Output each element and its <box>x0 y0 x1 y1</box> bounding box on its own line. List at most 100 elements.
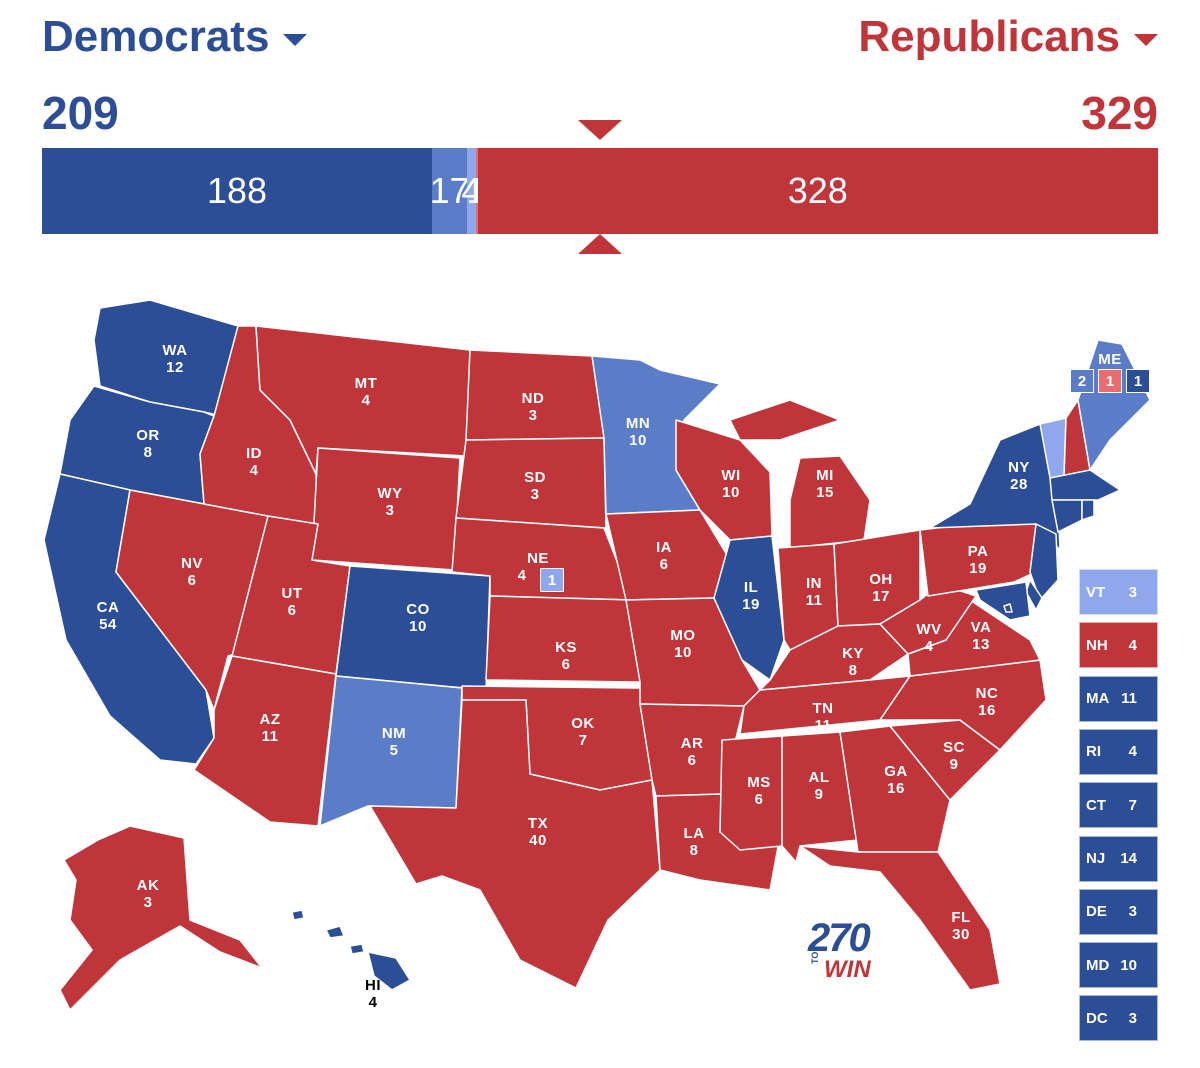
state-MA[interactable] <box>1049 469 1121 501</box>
state-label-ev: 11 <box>806 592 823 609</box>
sidebar-state-ev: 3 <box>1128 903 1137 921</box>
state-RI[interactable] <box>1081 499 1095 521</box>
state-label-ev: 6 <box>562 656 571 673</box>
sidebar-state-abbr: MA <box>1086 690 1110 708</box>
state-label-ev: 11 <box>815 717 832 734</box>
state-label-abbr: WV <box>916 621 941 638</box>
state-label-ev: 16 <box>978 702 996 719</box>
sidebar-state-ct[interactable]: CT 7 <box>1079 782 1158 829</box>
state-label-ev: 4 <box>925 638 934 655</box>
sidebar-state-abbr: NH <box>1086 636 1108 654</box>
state-TX[interactable] <box>369 699 661 989</box>
state-label-ev: 7 <box>579 732 588 749</box>
ev-bar-segment: 328 <box>477 148 1158 234</box>
state-label-ev: 10 <box>409 618 427 635</box>
state-label-ev: 5 <box>390 742 399 759</box>
sidebar-state-abbr: DE <box>1086 903 1107 921</box>
state-AK[interactable] <box>59 825 263 1011</box>
state-label-abbr: NM <box>382 725 406 742</box>
state-label-ev: 6 <box>188 572 197 589</box>
sidebar-state-nj[interactable]: NJ 14 <box>1079 835 1158 882</box>
state-label-ev: 12 <box>166 359 184 376</box>
democrats-dropdown[interactable]: Democrats <box>42 12 308 62</box>
state-label-abbr: SD <box>524 469 546 486</box>
state-label-ev: 54 <box>99 616 117 633</box>
sidebar-state-nh[interactable]: NH 4 <box>1079 622 1158 669</box>
state-label-ev: 10 <box>722 484 740 501</box>
state-label-ev: 28 <box>1010 476 1028 493</box>
state-label-abbr: NY <box>1008 459 1030 476</box>
state-MD[interactable] <box>975 581 1031 621</box>
state-label-ev: 3 <box>386 502 395 519</box>
sidebar-state-ev: 10 <box>1120 956 1137 974</box>
state-NJ[interactable] <box>1029 523 1059 601</box>
state-label-ev: 6 <box>688 752 697 769</box>
state-label-ev: 4 <box>362 392 371 409</box>
state-label-abbr: HI <box>365 977 381 994</box>
state-label-abbr: KS <box>555 639 577 656</box>
state-label-ev: 10 <box>629 432 647 449</box>
state-label-abbr: KY <box>842 645 864 662</box>
state-GA[interactable] <box>839 725 951 853</box>
state-label-abbr: AK <box>137 877 160 894</box>
state-label-abbr: CA <box>97 599 120 616</box>
republicans-dropdown[interactable]: Republicans <box>858 12 1158 62</box>
state-label-abbr: ND <box>522 390 545 407</box>
state-label-abbr: AZ <box>260 711 281 728</box>
sidebar-state-de[interactable]: DE 3 <box>1079 888 1158 935</box>
sidebar-state-ev: 11 <box>1121 690 1137 708</box>
state-label-ev: 3 <box>144 894 153 911</box>
state-label-abbr: NE <box>527 550 549 567</box>
state-CT[interactable] <box>1051 499 1083 533</box>
state-label-ev: 15 <box>816 484 834 501</box>
sidebar-state-ev: 4 <box>1128 743 1137 761</box>
me-district-box[interactable]: 1 <box>1098 369 1122 393</box>
sidebar-state-abbr: DC <box>1086 1009 1108 1027</box>
state-label-ev: 30 <box>952 926 970 943</box>
270towin-logo: 270 TO WIN <box>808 916 871 983</box>
state-label-abbr: SC <box>943 739 965 756</box>
chevron-down-icon <box>283 34 308 46</box>
democrats-label: Democrats <box>42 12 270 61</box>
sidebar-state-ma[interactable]: MA 11 <box>1079 675 1158 722</box>
state-label-ev: 40 <box>529 832 547 849</box>
state-HI[interactable] <box>291 909 411 991</box>
state-label-abbr: OH <box>869 571 893 588</box>
sidebar-state-abbr: RI <box>1086 743 1101 761</box>
state-DC[interactable] <box>1003 603 1013 613</box>
chevron-down-icon <box>1134 34 1158 46</box>
state-label-abbr: MO <box>670 627 695 644</box>
democrats-total: 209 <box>42 87 119 139</box>
state-FL[interactable] <box>799 845 1001 991</box>
state-label-abbr: LA <box>684 825 705 842</box>
state-label-ev: 13 <box>972 636 990 653</box>
republicans-label: Republicans <box>858 12 1120 61</box>
ne-district-box[interactable]: 1 <box>540 568 564 592</box>
state-label-ev: 4 <box>518 567 527 584</box>
state-label-ev: 19 <box>742 596 760 613</box>
me-district-box[interactable]: 2 <box>1070 369 1094 393</box>
state-label-abbr: IN <box>806 575 822 592</box>
state-label-abbr: MN <box>626 415 650 432</box>
sidebar-state-abbr: MD <box>1086 956 1110 974</box>
state-MI-upper[interactable] <box>729 399 841 441</box>
state-label-abbr: TN <box>813 700 834 717</box>
state-label-ev: 8 <box>690 842 699 859</box>
270-marker-top-icon <box>578 120 622 140</box>
state-label-ev: 4 <box>369 994 378 1011</box>
state-MS[interactable] <box>719 735 783 851</box>
state-label-abbr: TX <box>528 815 548 832</box>
state-label-abbr: AR <box>681 735 704 752</box>
sidebar-state-vt[interactable]: VT 3 <box>1079 569 1158 615</box>
state-SD[interactable] <box>455 437 607 529</box>
sidebar-state-ri[interactable]: RI 4 <box>1079 728 1158 775</box>
sidebar-state-dc[interactable]: DC 3 <box>1079 995 1158 1042</box>
state-WV[interactable] <box>879 583 977 655</box>
sidebar-state-md[interactable]: MD 10 <box>1079 942 1158 989</box>
state-label-ev: 3 <box>529 407 538 424</box>
sidebar-state-abbr: NJ <box>1086 850 1106 867</box>
republicans-total: 329 <box>1081 87 1158 139</box>
state-label-ev: 10 <box>674 644 692 661</box>
state-label-ev: 6 <box>660 556 669 573</box>
me-district-box[interactable]: 1 <box>1126 369 1150 393</box>
